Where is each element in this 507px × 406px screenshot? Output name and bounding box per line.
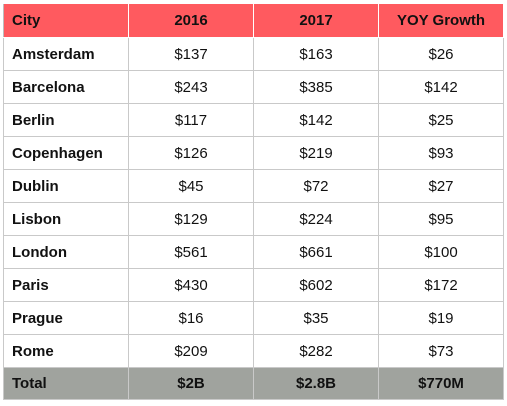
total-label: Total	[3, 367, 129, 400]
total-row: Total $2B $2.8B $770M	[3, 367, 504, 400]
cell-yoy-growth: $95	[378, 202, 504, 236]
cell-2017: $385	[253, 70, 379, 104]
cell-city: Dublin	[3, 169, 129, 203]
header-yoy-growth: YOY Growth	[378, 3, 504, 38]
cell-city: Berlin	[3, 103, 129, 137]
cell-yoy-growth: $73	[378, 334, 504, 368]
cell-city: Rome	[3, 334, 129, 368]
header-row: City 2016 2017 YOY Growth	[3, 3, 504, 38]
cell-city: Copenhagen	[3, 136, 129, 170]
table-row: Copenhagen $126 $219 $93	[3, 136, 504, 170]
table-row: Amsterdam $137 $163 $26	[3, 37, 504, 71]
cell-2016: $430	[128, 268, 254, 302]
data-table-container: City 2016 2017 YOY Growth Amsterdam $137 $…	[3, 3, 504, 400]
cell-2017: $219	[253, 136, 379, 170]
total-growth: $770M	[378, 367, 504, 400]
cell-yoy-growth: $19	[378, 301, 504, 335]
table-row: Prague $16 $35 $19	[3, 301, 504, 335]
cell-2016: $243	[128, 70, 254, 104]
cell-2017: $224	[253, 202, 379, 236]
header-2017: 2017	[253, 3, 379, 38]
cell-yoy-growth: $172	[378, 268, 504, 302]
table-body: Amsterdam $137 $163 $26 Barcelona $243 $385 $14…	[3, 37, 504, 368]
table-row: London $561 $661 $100	[3, 235, 504, 269]
table-row: Berlin $117 $142 $25	[3, 103, 504, 137]
total-2016: $2B	[128, 367, 254, 400]
table-row: Rome $209 $282 $73	[3, 334, 504, 368]
header-city: City	[3, 3, 129, 38]
cell-2016: $117	[128, 103, 254, 137]
total-2017: $2.8B	[253, 367, 379, 400]
cell-2016: $129	[128, 202, 254, 236]
cell-yoy-growth: $25	[378, 103, 504, 137]
cell-city: Paris	[3, 268, 129, 302]
cell-city: Lisbon	[3, 202, 129, 236]
cell-2016: $137	[128, 37, 254, 71]
table-row: Paris $430 $602 $172	[3, 268, 504, 302]
table-row: Dublin $45 $72 $27	[3, 169, 504, 203]
header-2016: 2016	[128, 3, 254, 38]
table-row: Lisbon $129 $224 $95	[3, 202, 504, 236]
cell-2017: $142	[253, 103, 379, 137]
cell-2017: $661	[253, 235, 379, 269]
cell-city: Prague	[3, 301, 129, 335]
cell-2017: $282	[253, 334, 379, 368]
cell-city: Amsterdam	[3, 37, 129, 71]
cell-yoy-growth: $27	[378, 169, 504, 203]
cell-2016: $16	[128, 301, 254, 335]
cell-city: London	[3, 235, 129, 269]
cell-2016: $561	[128, 235, 254, 269]
cell-2016: $209	[128, 334, 254, 368]
cell-yoy-growth: $26	[378, 37, 504, 71]
cell-2017: $163	[253, 37, 379, 71]
cell-2017: $35	[253, 301, 379, 335]
city-growth-table: City 2016 2017 YOY Growth Amsterdam $137 $…	[3, 3, 504, 400]
cell-yoy-growth: $100	[378, 235, 504, 269]
cell-2017: $602	[253, 268, 379, 302]
cell-city: Barcelona	[3, 70, 129, 104]
cell-2016: $126	[128, 136, 254, 170]
cell-yoy-growth: $93	[378, 136, 504, 170]
cell-yoy-growth: $142	[378, 70, 504, 104]
cell-2016: $45	[128, 169, 254, 203]
table-row: Barcelona $243 $385 $142	[3, 70, 504, 104]
cell-2017: $72	[253, 169, 379, 203]
